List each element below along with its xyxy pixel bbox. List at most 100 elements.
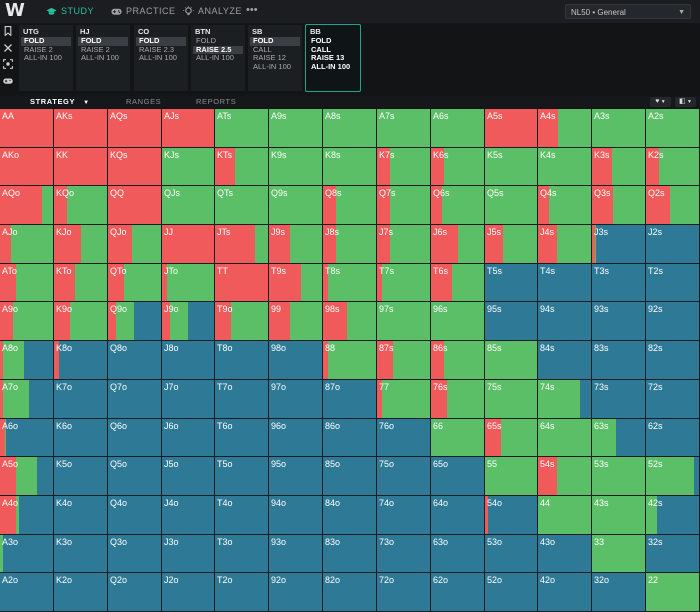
hand-cell[interactable]: KQs [108,148,162,186]
hand-cell[interactable]: QJo [108,225,162,264]
hand-cell[interactable]: QQ [108,186,162,225]
hand-cell[interactable]: T2o [215,573,269,612]
hand-cell[interactable]: 99 [269,302,323,341]
hand-cell[interactable]: 92o [269,573,323,612]
hand-cell[interactable]: 43s [592,496,646,535]
hand-cell[interactable]: 82o [323,573,377,612]
hand-cell[interactable]: K2s [646,148,700,186]
position-card-hj[interactable]: HJ FOLD RAISE 2 ALL-IN 100 [76,25,130,91]
hand-cell[interactable]: K5o [54,457,108,496]
hand-cell[interactable]: A9s [269,109,323,148]
hand-cell[interactable]: J2o [162,573,215,612]
hand-cell[interactable]: 42o [538,573,592,612]
hand-cell[interactable]: AA [0,109,54,148]
hand-cell[interactable]: J2s [646,225,700,264]
hand-cell[interactable]: TT [215,264,269,302]
action-option[interactable]: FOLD [78,36,128,46]
hand-cell[interactable]: 85s [485,341,538,380]
hand-cell[interactable]: Q8o [108,341,162,380]
position-card-co[interactable]: CO FOLD RAISE 2.3 ALL-IN 100 [134,25,188,91]
hand-cell[interactable]: K9o [54,302,108,341]
hand-cell[interactable]: 52s [646,457,700,496]
hand-cell[interactable]: JJ [162,225,215,264]
display-mode-button[interactable]: ◧ ▼ [675,97,696,107]
hand-cell[interactable]: 53o [485,535,538,573]
hand-cell[interactable]: A9o [0,302,54,341]
hand-cell[interactable]: 86o [323,419,377,457]
action-option[interactable]: FOLD [136,36,186,46]
hand-cell[interactable]: Q6o [108,419,162,457]
hand-cell[interactable]: Q4s [538,186,592,225]
hand-cell[interactable]: T5s [485,264,538,302]
hand-cell[interactable]: JTs [215,225,269,264]
hand-cell[interactable]: Q9s [269,186,323,225]
hand-cell[interactable]: 98o [269,341,323,380]
hand-cell[interactable]: A3o [0,535,54,573]
hand-cell[interactable]: J4s [538,225,592,264]
hand-cell[interactable]: Q4o [108,496,162,535]
hand-cell[interactable]: 62s [646,419,700,457]
nav-tab-practice[interactable]: PRACTICE [111,0,176,23]
hand-cell[interactable]: A6o [0,419,54,457]
action-option[interactable]: RAISE 2.5 [193,45,243,54]
hand-cell[interactable]: 63o [431,535,485,573]
nav-tab-analyze[interactable]: ANALYZE [183,0,242,23]
hand-cell[interactable]: J8s [323,225,377,264]
tab-ranges[interactable]: RANGES [126,97,162,106]
hand-cell[interactable]: J6o [162,419,215,457]
hand-cell[interactable]: K7s [377,148,431,186]
hand-cell[interactable]: 92s [646,302,700,341]
position-card-sb[interactable]: SB FOLD CALL RAISE 12 ALL-IN 100 [248,25,302,91]
hand-cell[interactable]: 44 [538,496,592,535]
hand-cell[interactable]: K2o [54,573,108,612]
hand-cell[interactable]: J8o [162,341,215,380]
action-option[interactable]: RAISE 2.3 [139,44,175,54]
action-option[interactable]: CALL [253,44,272,54]
hand-cell[interactable]: A8o [0,341,54,380]
hand-cell[interactable]: 83s [592,341,646,380]
hand-cell[interactable]: A5s [485,109,538,148]
hand-cell[interactable]: QTs [215,186,269,225]
hand-cell[interactable]: AKo [0,148,54,186]
action-option[interactable]: ALL-IN 100 [139,53,177,62]
hand-cell[interactable]: AJo [0,225,54,264]
more-menu-button[interactable]: ••• [246,4,258,16]
hand-cell[interactable]: A8s [323,109,377,148]
hand-cell[interactable]: 72o [377,573,431,612]
hand-cell[interactable]: T7o [215,380,269,419]
position-card-bb[interactable]: BB FOLD CALL RAISE 13 ALL-IN 100 [305,24,361,92]
hand-cell[interactable]: 55 [485,457,538,496]
hand-cell[interactable]: T8s [323,264,377,302]
hand-cell[interactable]: 42s [646,496,700,535]
hand-cell[interactable]: K5s [485,148,538,186]
hand-cell[interactable]: Q5o [108,457,162,496]
action-option[interactable]: FOLD [250,36,300,46]
tab-strategy[interactable]: STRATEGY ▼ [30,96,90,108]
action-option[interactable]: RAISE 13 [311,53,345,62]
hand-cell[interactable]: K3s [592,148,646,186]
hand-cell[interactable]: 32o [592,573,646,612]
hand-cell[interactable]: 76o [377,419,431,457]
hand-cell[interactable]: T9o [215,302,269,341]
hand-cell[interactable]: 52o [485,573,538,612]
hand-cell[interactable]: T3o [215,535,269,573]
hand-cell[interactable]: 63s [592,419,646,457]
hand-cell[interactable]: T6s [431,264,485,302]
action-option[interactable]: CALL [311,44,331,54]
hand-cell[interactable]: A7o [0,380,54,419]
hand-cell[interactable]: A7s [377,109,431,148]
hand-cell[interactable]: T9s [269,264,323,302]
hand-cell[interactable]: KTo [54,264,108,302]
hand-cell[interactable]: Q3s [592,186,646,225]
position-card-btn[interactable]: BTN FOLD RAISE 2.5 ALL-IN 100 [191,25,245,91]
hand-cell[interactable]: ATs [215,109,269,148]
hand-cell[interactable]: 65s [485,419,538,457]
hand-cell[interactable]: 43o [538,535,592,573]
action-option[interactable]: RAISE 2 [81,44,110,54]
hand-cell[interactable]: J3s [592,225,646,264]
hand-cell[interactable]: 97s [377,302,431,341]
hand-cell[interactable]: 94o [269,496,323,535]
hand-cell[interactable]: AKs [54,109,108,148]
hand-cell[interactable]: K9s [269,148,323,186]
hand-cell[interactable]: K6o [54,419,108,457]
